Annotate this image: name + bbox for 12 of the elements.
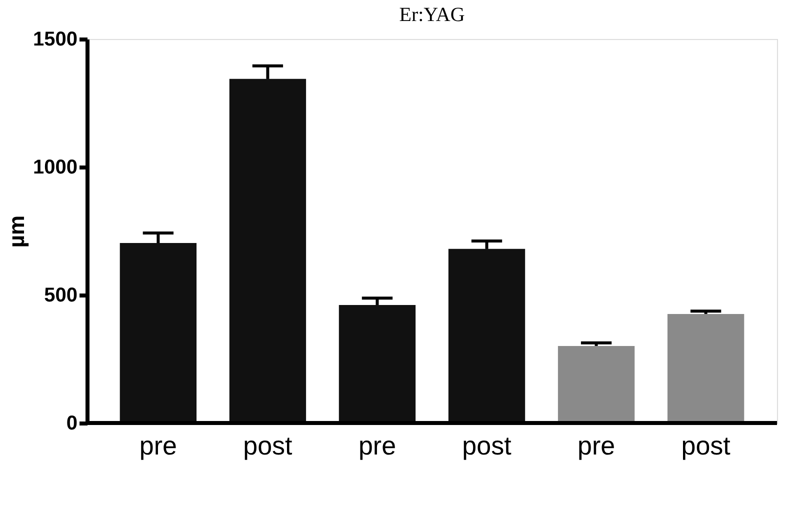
y-tick-label: 500 — [44, 284, 78, 306]
x-tick-label: post — [243, 430, 294, 460]
x-tick-label: post — [681, 430, 732, 460]
y-tick-label: 0 — [66, 412, 78, 434]
y-tick-label: 1000 — [33, 156, 78, 178]
y-axis-title: µm — [4, 215, 30, 248]
y-tick-label: 1500 — [33, 28, 78, 50]
x-tick-label: pre — [139, 430, 177, 460]
x-tick-label: pre — [577, 430, 616, 460]
x-tick-label: post — [462, 430, 512, 460]
x-tick-label: pre — [358, 430, 396, 460]
chart-title: Er:YAG — [399, 4, 465, 26]
